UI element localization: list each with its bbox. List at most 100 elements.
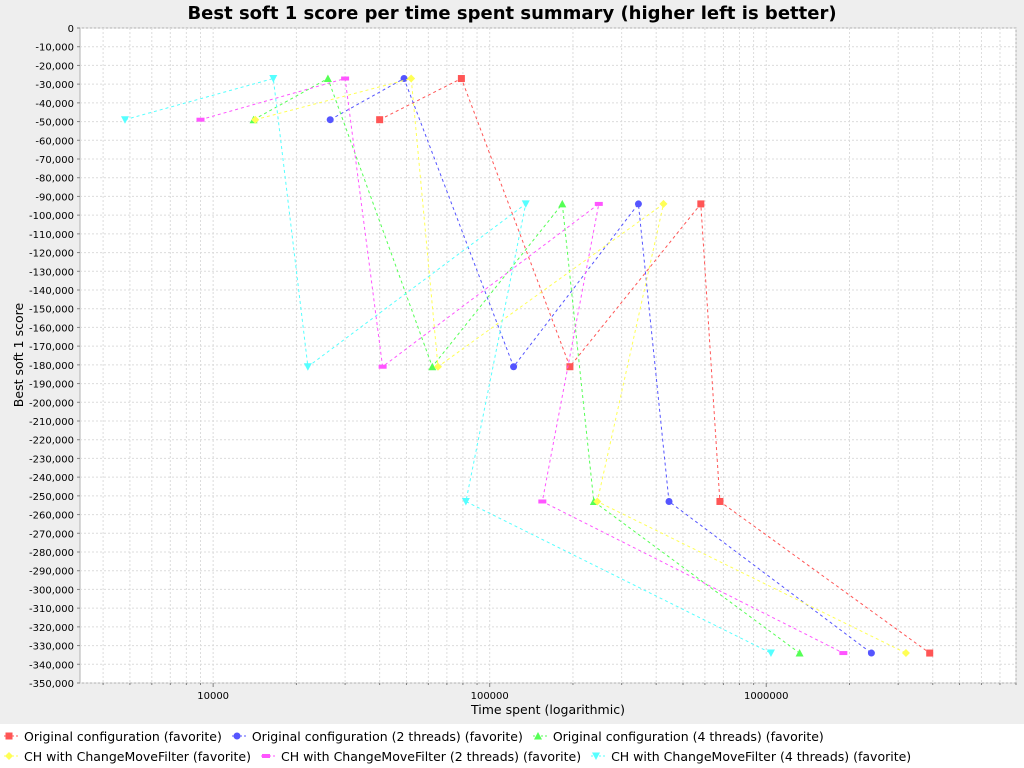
data-point	[558, 199, 567, 208]
series-line	[124, 77, 772, 654]
data-point	[795, 649, 804, 657]
y-tick-label: -70,000	[35, 155, 74, 166]
data-point	[697, 200, 705, 208]
y-tick-label: -170,000	[29, 342, 74, 353]
legend-label: CH with ChangeMoveFilter (favorite)	[24, 748, 251, 764]
series-layer	[121, 74, 934, 658]
data-point	[461, 497, 470, 506]
y-tick-label: -190,000	[29, 380, 74, 391]
data-point	[121, 116, 130, 124]
legend-marker	[5, 732, 13, 740]
data-point	[538, 499, 547, 504]
series-line	[379, 77, 930, 654]
legend: Original configuration (favorite) Origina…	[0, 724, 1024, 768]
data-point	[566, 363, 574, 371]
data-point	[839, 651, 848, 656]
series-line	[200, 77, 844, 654]
data-point	[433, 362, 442, 371]
y-tick-label: -80,000	[35, 174, 74, 185]
y-tick-label: -200,000	[29, 398, 74, 409]
y-tick-label: -230,000	[29, 454, 74, 465]
series-line	[255, 77, 907, 654]
y-tick-label: -220,000	[29, 436, 74, 447]
y-tick-label: -330,000	[29, 642, 74, 653]
y-tick-label: -130,000	[29, 267, 74, 278]
y-tick-label: -270,000	[29, 529, 74, 540]
y-tick-label: -20,000	[35, 61, 74, 72]
legend-marker	[533, 732, 542, 740]
x-tick-label: 1000000	[744, 691, 789, 702]
data-point	[510, 363, 518, 371]
legend-marker	[592, 752, 601, 760]
y-tick-label: -30,000	[35, 80, 74, 91]
legend-item: CH with ChangeMoveFilter (2 threads) (fa…	[260, 748, 582, 764]
legend-swatch-icon	[231, 732, 248, 740]
chart-title: Best soft 1 score per time spent summary…	[187, 3, 836, 24]
y-tick-label: -90,000	[35, 192, 74, 203]
data-point	[303, 363, 312, 371]
data-point	[376, 116, 384, 124]
legend-swatch-icon	[260, 754, 277, 758]
y-tick-label: -250,000	[29, 492, 74, 503]
legend-swatch-icon	[532, 732, 549, 740]
data-point	[251, 115, 260, 124]
data-point	[326, 116, 334, 124]
grid	[80, 27, 1017, 684]
y-tick-label: -160,000	[29, 323, 74, 334]
data-point	[926, 649, 934, 657]
data-point	[196, 117, 205, 122]
legend-swatch-icon	[4, 732, 20, 740]
data-point	[634, 200, 642, 208]
legend-marker	[233, 732, 241, 740]
data-point	[269, 75, 278, 83]
legend-label: CH with ChangeMoveFilter (2 threads) (fa…	[280, 748, 582, 764]
y-tick-label: -210,000	[29, 417, 74, 428]
legend-label: CH with ChangeMoveFilter (4 threads) (fa…	[611, 748, 912, 764]
data-point	[867, 649, 875, 657]
legend-item: Original configuration (2 threads) (favo…	[231, 728, 523, 744]
y-tick-label: -140,000	[29, 286, 74, 297]
data-point	[378, 364, 387, 369]
legend-row-2: CH with ChangeMoveFilter (favorite) CH wi…	[4, 746, 921, 766]
legend-item: Original configuration (4 threads) (favo…	[532, 729, 824, 744]
y-tick-label: -310,000	[29, 604, 74, 615]
data-point	[457, 75, 465, 83]
legend-row-1: Original configuration (favorite) Origina…	[4, 726, 834, 746]
legend-marker	[5, 752, 13, 760]
data-point	[323, 74, 332, 83]
y-tick-label: -340,000	[29, 660, 74, 671]
y-tick-label: -350,000	[29, 679, 74, 690]
axes: 0 -10,000 -20,000 -30,000 -40,000 -50,000 -60,…	[29, 24, 1017, 702]
data-point	[428, 362, 437, 371]
x-tick-label: 10000	[197, 691, 229, 702]
data-point	[400, 75, 408, 83]
legend-swatch-icon	[4, 752, 20, 760]
series-6	[121, 75, 775, 658]
series-4	[251, 74, 910, 658]
legend-item: CH with ChangeMoveFilter (4 threads) (fa…	[591, 749, 911, 764]
y-tick-label: -100,000	[29, 211, 74, 222]
legend-marker	[261, 754, 270, 758]
y-tick-label: -40,000	[35, 99, 74, 110]
y-tick-label: -10,000	[35, 43, 74, 54]
series-2	[326, 75, 875, 657]
y-tick-label: -60,000	[35, 136, 74, 147]
x-tick-label: 100000	[471, 691, 509, 702]
legend-label: Original configuration (2 threads) (favo…	[251, 728, 523, 744]
y-tick-label: 0	[68, 24, 74, 35]
legend-item: Original configuration (favorite)	[4, 729, 222, 744]
y-tick-label: -120,000	[29, 249, 74, 260]
y-tick-label: -180,000	[29, 361, 74, 372]
y-tick-label: -260,000	[29, 511, 74, 522]
y-tick-label: -320,000	[29, 623, 74, 634]
series-1	[376, 75, 934, 657]
y-tick-label: -150,000	[29, 305, 74, 316]
data-point	[521, 200, 530, 208]
data-point	[901, 649, 910, 658]
y-tick-label: -290,000	[29, 567, 74, 578]
chart: Best soft 1 score per time spent summary…	[11, 3, 1017, 717]
y-axis-label: Best soft 1 score	[11, 303, 26, 408]
y-tick-label: -280,000	[29, 548, 74, 559]
data-point	[665, 497, 673, 505]
data-point	[341, 76, 350, 81]
